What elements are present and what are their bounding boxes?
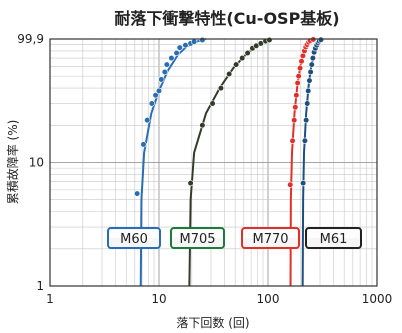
data-point-m705 [226,70,233,78]
data-point-m770 [298,58,305,65]
data-point-m60 [191,38,198,45]
x-tick-labels: 1 10 100 1000 [46,292,392,306]
data-point-m60 [182,42,189,49]
x-tick-label: 100 [257,292,280,306]
data-point-m60 [148,100,155,107]
data-point-m60 [155,87,163,94]
data-point-m61 [309,54,316,62]
data-point-m770 [293,92,300,99]
data-point-m705 [187,180,194,187]
data-point-m61 [303,117,310,124]
legend-item-m61: M61 [305,227,362,249]
plot-frame [49,38,378,287]
data-point-m770 [295,73,302,80]
y-tick-label: 99,9 [17,32,44,46]
plot-points [134,36,325,197]
data-point-m60 [144,117,151,124]
data-point-m61 [301,137,308,144]
data-point-m60 [173,49,180,57]
data-point-m60 [152,92,159,99]
data-point-m60 [134,190,141,197]
data-point-m705 [239,54,246,62]
data-point-m60 [199,36,206,44]
legend-box-highlight [244,230,297,238]
data-point-m705 [266,36,273,44]
data-point-m770 [291,117,298,124]
data-point-m705 [244,49,251,57]
legend-box-highlight [173,230,222,238]
data-point-m61 [304,100,311,107]
data-point-m61 [308,61,315,68]
x-tick-label: 10 [151,292,166,306]
legend-item-m705: M705 [170,227,225,249]
data-point-m705 [217,84,225,92]
legend-label: M61 [320,232,348,247]
data-point-m61 [317,36,325,43]
y-tick-labels: 1 10 99,9 [17,32,44,293]
data-point-m61 [306,77,313,84]
data-point-m60 [163,61,170,68]
x-tick-label: 1 [46,292,54,306]
data-point-m60 [158,76,165,83]
data-point-m770 [294,79,301,87]
x-axis-label: 落下回数 (回) [176,315,249,330]
data-point-m60 [161,68,168,76]
legend-label: M705 [179,232,215,247]
data-point-m705 [199,122,206,129]
data-point-m61 [300,180,307,187]
y-tick-label: 1 [36,279,44,293]
data-point-m705 [233,61,240,68]
chart-title: 耐落下衝撃特性(Cu-OSP基板) [114,9,339,28]
data-point-m60 [140,141,147,148]
legend-item-m770: M770 [241,227,300,249]
legend-box-highlight [308,230,359,238]
legend-item-m60: M60 [107,227,161,249]
data-point-m770 [292,104,299,111]
legend-box-highlight [110,230,158,238]
legend-label: M770 [252,232,288,247]
data-point-m770 [289,137,296,144]
data-point-m705 [209,100,216,107]
data-point-m61 [307,68,314,76]
data-point-m60 [176,44,183,51]
legend: M60 M705 M770 M61 [107,227,362,249]
y-axis-label: 累積故障率 (%) [5,120,20,205]
legend-label: M60 [120,232,148,247]
data-point-m770 [297,65,304,72]
y-tick-label: 10 [29,155,44,169]
data-point-m770 [287,181,294,188]
data-point-m61 [305,87,312,94]
data-point-m60 [168,54,175,62]
x-tick-label: 1000 [362,292,393,306]
